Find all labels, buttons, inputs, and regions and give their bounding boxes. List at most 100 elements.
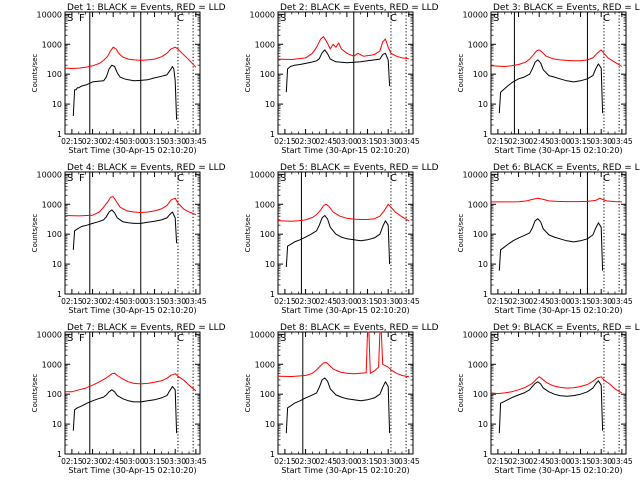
x-tick-label: 03:15 <box>570 297 592 306</box>
y-tick-label: 1 <box>270 290 275 299</box>
plot-frame <box>277 11 414 135</box>
marker-s: S <box>280 13 286 24</box>
y-tick-label: 10 <box>478 260 488 269</box>
detector-panel-5: Det 5: BLACK = Events, RED = LLD 1 10 100 10… <box>244 163 439 315</box>
x-tick-label: 03:00 <box>549 297 571 306</box>
x-tick-label: 03:00 <box>549 137 571 146</box>
marker-f: F <box>79 13 85 24</box>
series-events-line <box>285 377 391 434</box>
y-tick-label: 1000 <box>42 40 62 49</box>
x-tick-label: 03:00 <box>336 297 358 306</box>
marker-s: S <box>493 333 499 344</box>
marker-c: C <box>390 173 397 184</box>
detector-panel-2: Det 2: BLACK = Events, RED = LLD 1 10 100 10… <box>244 3 439 155</box>
x-tick-label: 03:45 <box>185 457 207 466</box>
series-lld-line <box>277 36 409 60</box>
marker-c: C <box>603 333 610 344</box>
x-tick-label: 03:15 <box>570 137 592 146</box>
x-tick-label: 03:30 <box>164 297 186 306</box>
x-tick-label: 02:15 <box>487 457 509 466</box>
marker-f: F <box>79 333 85 344</box>
x-tick-label: 03:00 <box>123 137 145 146</box>
x-tick-label: 02:15 <box>274 457 296 466</box>
y-tick-label: 100 <box>473 390 488 399</box>
series-events-line <box>498 59 604 114</box>
marker-s: S <box>280 173 286 184</box>
x-tick-label: 03:15 <box>357 137 379 146</box>
x-tick-label: 02:30 <box>82 137 104 146</box>
marker-s: S <box>280 333 286 344</box>
x-tick-label: 03:30 <box>164 457 186 466</box>
y-axis-label: Counts/sec <box>244 214 252 253</box>
y-tick-label: 100 <box>47 390 62 399</box>
panel-title: Det 1: BLACK = Events, RED = LLD <box>67 3 226 13</box>
x-tick-label: 03:45 <box>611 457 633 466</box>
plot-frame <box>490 171 627 295</box>
y-tick-label: 1 <box>483 450 488 459</box>
series-events-line <box>285 215 391 268</box>
detector-panel-4: Det 4: BLACK = Events, RED = LLD 1 10 100 10… <box>31 163 226 315</box>
series-lld-line <box>65 372 197 393</box>
y-tick-label: 10 <box>478 420 488 429</box>
y-axis-label: Counts/sec <box>31 54 39 93</box>
x-tick-label: 03:15 <box>357 297 379 306</box>
x-tick-label: 03:15 <box>144 297 166 306</box>
y-tick-label: 10 <box>478 100 488 109</box>
plot-frame <box>490 11 627 135</box>
x-tick-label: 02:30 <box>508 297 530 306</box>
x-axis-label: Start Time (30-Apr-15 02:10:20) <box>281 306 409 315</box>
x-tick-label: 02:45 <box>528 297 550 306</box>
plot-frame <box>64 11 201 135</box>
y-tick-label: 10 <box>52 420 62 429</box>
panel-title: Det 7: BLACK = Events, RED = LLD <box>67 323 226 333</box>
marker-s: S <box>493 173 499 184</box>
y-tick-label: 1 <box>57 130 62 139</box>
x-tick-label: 03:30 <box>377 137 399 146</box>
series-lld-line <box>490 376 623 395</box>
x-axis-label: Start Time (30-Apr-15 02:10:20) <box>68 306 196 315</box>
x-tick-label: 02:30 <box>295 457 317 466</box>
y-axis-label: Counts/sec <box>244 54 252 93</box>
x-tick-label: 02:15 <box>487 297 509 306</box>
y-tick-label: 100 <box>47 70 62 79</box>
y-tick-label: 1 <box>483 290 488 299</box>
detector-panel-6: Det 6: BLACK = Events, RED = LLD 1 10 100 10… <box>457 163 640 315</box>
y-tick-label: 100 <box>260 230 275 239</box>
x-axis-label: Start Time (30-Apr-15 02:10:20) <box>281 146 409 155</box>
marker-c: C <box>390 13 397 24</box>
marker-c: C <box>177 173 184 184</box>
y-axis-label: Counts/sec <box>457 54 465 93</box>
x-tick-label: 03:45 <box>611 297 633 306</box>
x-axis-label: Start Time (30-Apr-15 02:10:20) <box>68 466 196 475</box>
y-tick-label: 10000 <box>37 10 62 19</box>
y-tick-label: 1000 <box>255 200 275 209</box>
x-axis-label: Start Time (30-Apr-15 02:10:20) <box>68 146 196 155</box>
panel-title: Det 5: BLACK = Events, RED = LLD <box>280 163 439 173</box>
y-tick-label: 1 <box>270 130 275 139</box>
y-tick-label: 100 <box>260 70 275 79</box>
series-lld-line <box>490 49 623 67</box>
x-tick-label: 02:45 <box>102 137 124 146</box>
series-lld-line <box>64 196 197 217</box>
y-tick-label: 1000 <box>468 200 488 209</box>
y-tick-label: 10 <box>52 260 62 269</box>
x-tick-label: 03:30 <box>164 137 186 146</box>
y-tick-label: 10000 <box>463 170 488 179</box>
series-lld-line <box>491 197 622 203</box>
plot-frame <box>277 171 414 295</box>
x-tick-label: 03:15 <box>570 457 592 466</box>
series-lld-line <box>277 331 409 378</box>
marker-s: S <box>493 13 499 24</box>
x-tick-label: 03:45 <box>398 297 420 306</box>
y-tick-label: 1 <box>57 450 62 459</box>
x-tick-label: 03:00 <box>123 297 145 306</box>
x-tick-label: 03:00 <box>549 457 571 466</box>
series-lld-line <box>64 46 197 69</box>
x-tick-label: 02:45 <box>315 457 337 466</box>
x-tick-label: 02:45 <box>528 137 550 146</box>
detector-panel-1: Det 1: BLACK = Events, RED = LLD 1 10 100 10… <box>31 3 226 155</box>
x-tick-label: 03:45 <box>398 457 420 466</box>
y-tick-label: 10 <box>265 100 275 109</box>
y-axis-label: Counts/sec <box>31 214 39 253</box>
